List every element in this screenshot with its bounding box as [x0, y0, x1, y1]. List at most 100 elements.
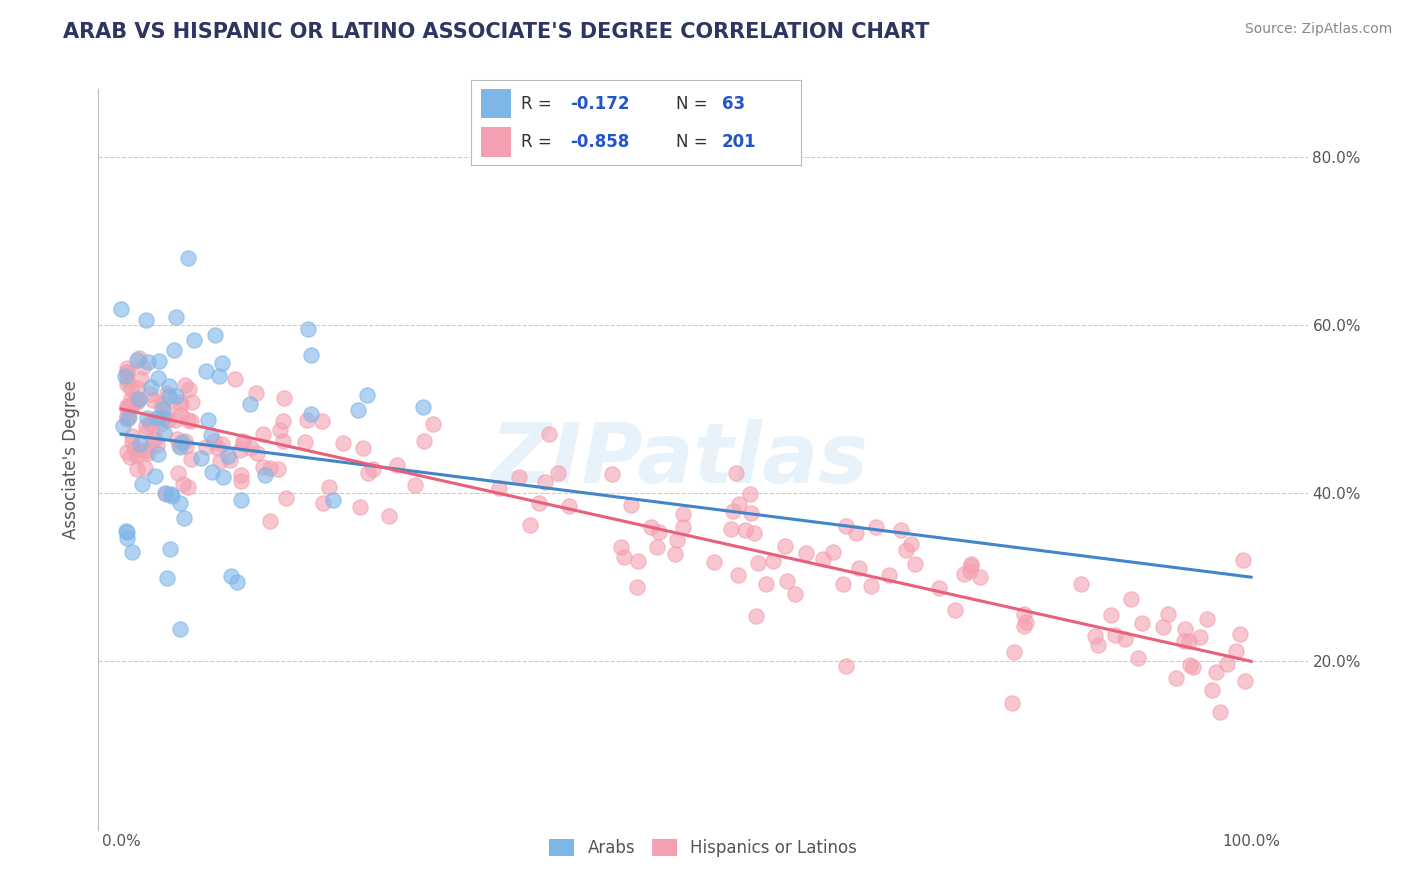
Point — [211, 436, 233, 450]
Point — [120, 400, 142, 414]
Point — [356, 388, 378, 402]
Point — [120, 392, 142, 406]
FancyBboxPatch shape — [481, 127, 510, 157]
Point — [181, 395, 204, 409]
Point — [224, 372, 246, 386]
Point — [134, 461, 156, 475]
Point — [121, 429, 143, 443]
Point — [135, 418, 157, 433]
Point — [740, 506, 762, 520]
Point — [1104, 628, 1126, 642]
Point — [664, 547, 686, 561]
Point — [131, 442, 153, 457]
Point — [179, 382, 201, 396]
Point — [1182, 659, 1205, 673]
Point — [1130, 615, 1153, 630]
Point — [1216, 657, 1239, 672]
Point — [174, 378, 197, 392]
Point — [613, 549, 636, 564]
Point — [794, 546, 817, 560]
Text: ARAB VS HISPANIC OR LATINO ASSOCIATE'S DEGREE CORRELATION CHART: ARAB VS HISPANIC OR LATINO ASSOCIATE'S D… — [63, 22, 929, 42]
Point — [111, 419, 134, 434]
Point — [488, 482, 510, 496]
Point — [728, 497, 751, 511]
Point — [412, 434, 434, 448]
Point — [1229, 626, 1251, 640]
Point — [252, 427, 274, 442]
Point — [150, 399, 173, 413]
Point — [169, 622, 191, 636]
Point — [115, 524, 138, 539]
Point — [146, 438, 169, 452]
Point — [610, 540, 633, 554]
Point — [361, 462, 384, 476]
Point — [118, 410, 141, 425]
Point — [170, 399, 193, 413]
Point — [742, 526, 765, 541]
Point — [121, 435, 143, 450]
Point — [274, 491, 297, 505]
Point — [201, 465, 224, 479]
Point — [152, 411, 174, 425]
Point — [894, 542, 917, 557]
Point — [165, 310, 187, 325]
Point — [747, 556, 769, 570]
Point — [180, 414, 202, 428]
Point — [129, 372, 152, 386]
Point — [640, 519, 662, 533]
Point — [159, 541, 181, 556]
Point — [860, 579, 883, 593]
Point — [122, 442, 145, 457]
Point — [1189, 630, 1212, 644]
Point — [115, 400, 138, 414]
Point — [785, 587, 807, 601]
FancyBboxPatch shape — [481, 89, 510, 119]
Point — [177, 479, 200, 493]
Point — [139, 380, 162, 394]
Point — [152, 396, 174, 410]
Point — [1014, 615, 1036, 629]
Point — [118, 450, 141, 464]
Point — [229, 443, 252, 458]
Point — [960, 559, 983, 574]
Point — [125, 447, 148, 461]
Point — [163, 343, 186, 357]
Point — [332, 436, 354, 450]
Text: 201: 201 — [723, 133, 756, 151]
Point — [969, 570, 991, 584]
Point — [132, 359, 155, 374]
Point — [146, 447, 169, 461]
Point — [720, 522, 742, 536]
Text: 63: 63 — [723, 95, 745, 112]
Point — [404, 478, 426, 492]
Point — [626, 580, 648, 594]
Point — [246, 446, 269, 460]
Point — [357, 466, 380, 480]
Point — [152, 402, 174, 417]
Point — [232, 437, 254, 451]
Point — [208, 368, 231, 383]
Point — [135, 411, 157, 425]
Point — [620, 498, 643, 512]
Point — [121, 545, 143, 559]
Point — [225, 574, 247, 589]
Point — [740, 486, 762, 500]
Point — [128, 392, 150, 407]
Point — [139, 416, 162, 430]
Point — [218, 453, 240, 467]
Point — [666, 533, 689, 548]
Point — [202, 434, 225, 448]
Point — [149, 417, 172, 431]
Point — [648, 524, 671, 539]
Point — [125, 449, 148, 463]
Point — [890, 523, 912, 537]
Point — [127, 462, 149, 476]
Point — [162, 489, 184, 503]
Point — [115, 411, 138, 425]
Point — [1178, 657, 1201, 672]
Point — [1012, 619, 1035, 633]
Point — [412, 400, 434, 414]
Point — [200, 427, 222, 442]
Point — [114, 369, 136, 384]
Point — [115, 365, 138, 379]
